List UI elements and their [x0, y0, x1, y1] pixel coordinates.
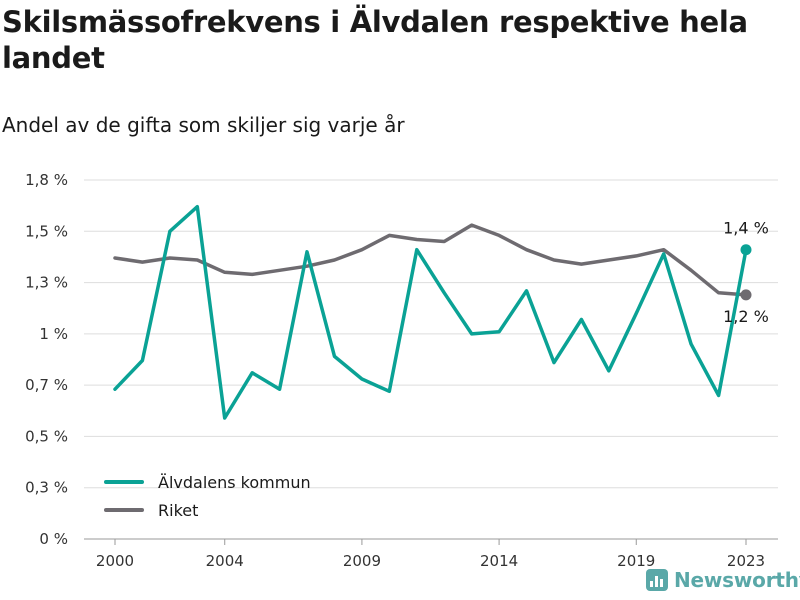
legend-item-alvdalen[interactable]: Älvdalens kommun: [104, 468, 311, 496]
y-tick-label: 1,5 %: [25, 222, 68, 240]
legend-item-riket[interactable]: Riket: [104, 496, 311, 524]
x-axis-tick-labels: 2000 2004 2009 2014 2019 2023: [96, 552, 765, 570]
series-lines: [113, 204, 748, 420]
legend-swatch-riket: [104, 508, 144, 512]
x-tick-label: 2023: [727, 552, 765, 570]
y-tick-label: 0,5 %: [25, 427, 68, 445]
series-line-alvdalen: [113, 204, 748, 420]
y-axis-tick-labels: 0 % 0,3 % 0,5 % 0,7 % 1 % 1,3 % 1,5 % 1,8 %: [25, 171, 68, 548]
legend: Älvdalens kommun Riket: [104, 468, 311, 524]
legend-label-alvdalen: Älvdalens kommun: [158, 472, 311, 492]
x-tick-label: 2009: [343, 552, 381, 570]
y-tick-label: 0,3 %: [25, 479, 68, 497]
end-markers: [740, 244, 752, 301]
end-marker-riket: [740, 289, 752, 301]
newsworthy-logo-icon: [646, 569, 668, 591]
y-tick-label: 1,3 %: [25, 274, 68, 292]
end-label-alvdalen: 1,4 %: [723, 219, 769, 238]
newsworthy-logo[interactable]: Newsworthy: [646, 568, 800, 592]
x-tick-label: 2014: [480, 552, 518, 570]
end-marker-alvdalen: [740, 244, 752, 256]
gridlines: [84, 179, 778, 545]
y-tick-label: 0 %: [39, 530, 68, 548]
brand-name: Newsworthy: [674, 568, 800, 592]
legend-swatch-alvdalen: [104, 480, 144, 484]
y-tick-label: 1 %: [39, 325, 68, 343]
end-label-riket: 1,2 %: [723, 307, 769, 326]
y-tick-label: 1,8 %: [25, 171, 68, 189]
legend-label-riket: Riket: [158, 500, 199, 520]
chart-title: Skilsmässofrekvens i Älvdalen respektive…: [2, 5, 748, 75]
chart-subtitle: Andel av de gifta som skiljer sig varje …: [2, 113, 405, 137]
x-tick-label: 2019: [617, 552, 655, 570]
y-tick-label: 0,7 %: [25, 376, 68, 394]
series-line-riket: [113, 223, 748, 297]
x-tick-label: 2004: [206, 552, 244, 570]
x-tick-label: 2000: [96, 552, 134, 570]
end-labels: 1,2 % 1,4 %: [723, 219, 769, 326]
